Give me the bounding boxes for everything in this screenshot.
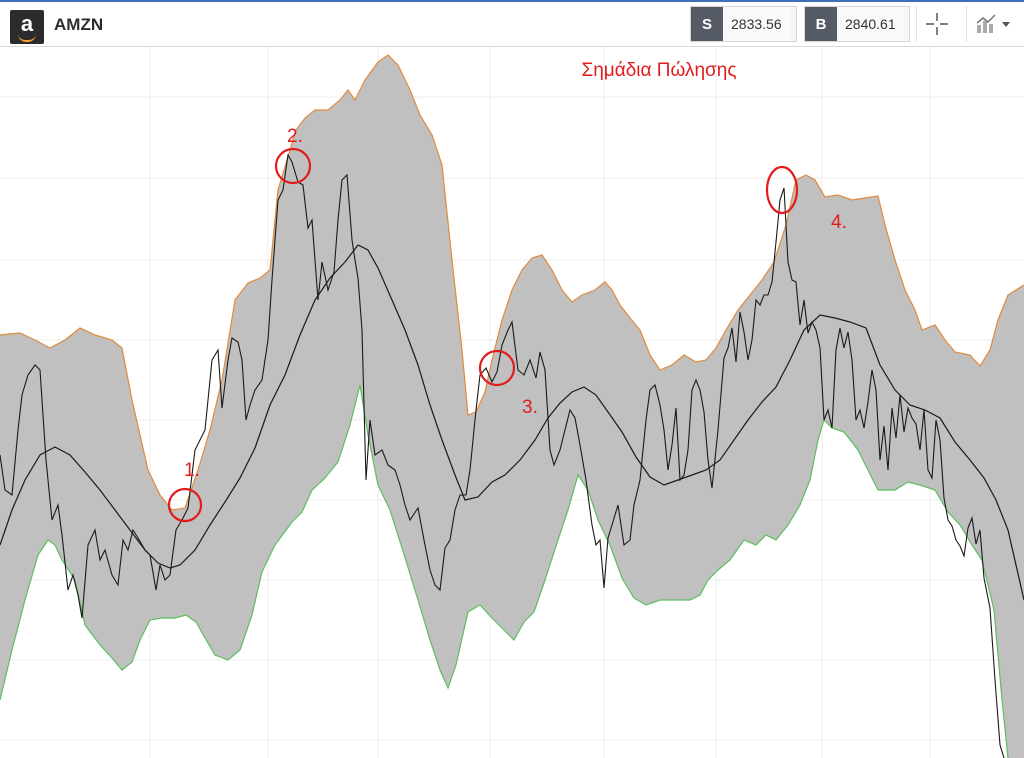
chart-header: a AMZN S 2833.56 B 2840.61	[0, 2, 1024, 47]
buy-label: B	[805, 7, 837, 41]
chart-type-icon	[976, 14, 996, 33]
logo-letter: a	[20, 11, 34, 36]
signal-label-1: 1.	[184, 460, 200, 481]
buy-price-button[interactable]: B 2840.61	[804, 6, 910, 42]
signal-circle-2	[274, 147, 312, 185]
moving-average-line	[0, 244, 1024, 601]
sell-price: 2833.56	[723, 7, 790, 41]
sell-label: S	[691, 7, 723, 41]
chart-area[interactable]: Σημάδια Πώλησης 1. 2. 3. 4.	[0, 47, 1024, 758]
bollinger-band-fill	[0, 55, 1024, 758]
amazon-logo: a	[10, 10, 44, 44]
chart-title: Σημάδια Πώλησης	[581, 60, 736, 81]
instrument-symbol: AMZN	[54, 15, 104, 34]
chevron-down-icon	[1002, 22, 1010, 27]
chart-type-button[interactable]	[966, 6, 1019, 42]
signal-circle-1	[167, 487, 203, 523]
signal-label-2: 2.	[287, 126, 303, 147]
crosshair-icon	[926, 13, 948, 35]
price-line	[0, 153, 1005, 758]
signal-label-4: 4.	[831, 212, 847, 233]
upper-bollinger-line	[0, 54, 1024, 511]
crosshair-button[interactable]	[916, 6, 957, 42]
price-chart: Σημάδια Πώλησης 1. 2. 3. 4.	[0, 47, 1024, 758]
sell-price-button[interactable]: S 2833.56	[690, 6, 797, 42]
signal-circle-3	[478, 349, 516, 387]
logo-smile	[18, 34, 36, 42]
signal-label-3: 3.	[522, 397, 538, 418]
signal-circle-4	[765, 165, 799, 215]
buy-price: 2840.61	[837, 7, 904, 41]
top-accent-line	[0, 0, 1024, 2]
